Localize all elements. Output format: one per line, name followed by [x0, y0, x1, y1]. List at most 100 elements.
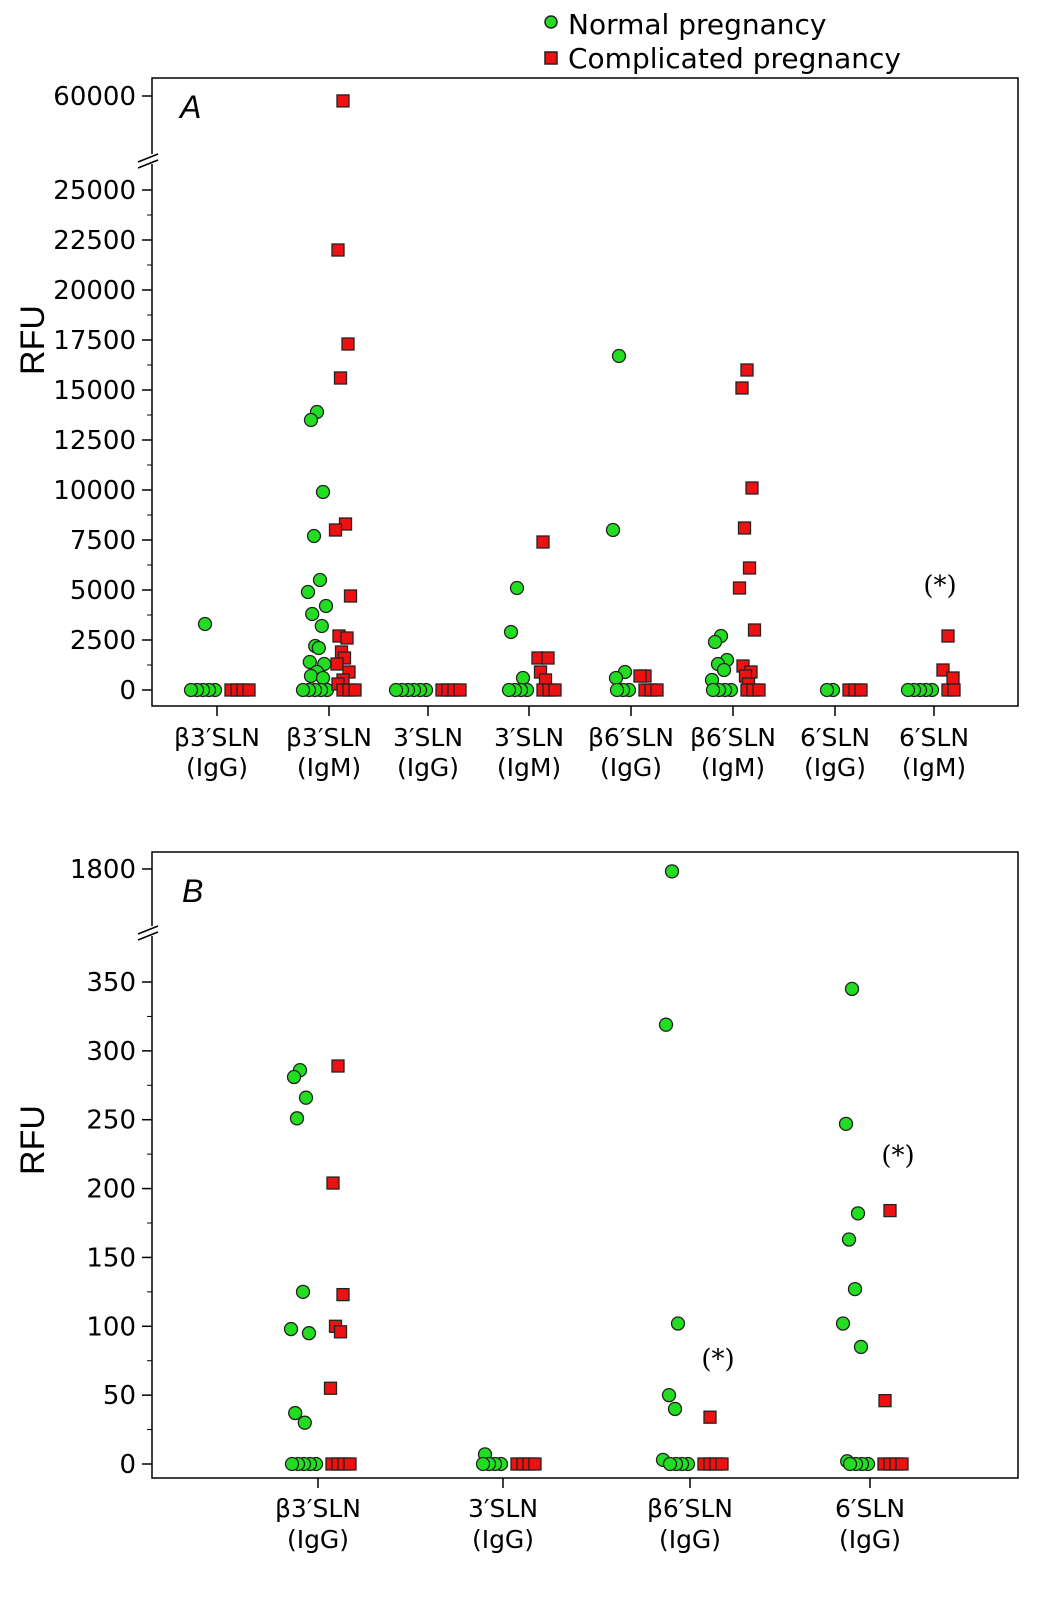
data-point-complicated	[732, 581, 747, 595]
data-point-complicated	[737, 521, 752, 535]
y-tick-label: 60000	[53, 82, 136, 112]
y-tick-label: 0	[119, 1450, 136, 1480]
data-point-complicated	[331, 1059, 345, 1073]
x-category-sublabel: (IgG)	[804, 753, 866, 782]
data-point-normal	[501, 682, 517, 698]
data-point-normal	[900, 682, 916, 698]
data-point-normal	[306, 528, 322, 544]
y-tick-label: 7500	[70, 526, 136, 556]
data-point-normal	[503, 624, 519, 640]
x-category-sublabel: (IgM)	[701, 753, 765, 782]
data-point-normal	[819, 682, 835, 698]
legend: Normal pregnancy Complicated pregnancy	[544, 8, 901, 75]
x-category-sublabel: (IgG)	[839, 1525, 901, 1554]
data-point-complicated	[747, 623, 762, 637]
y-tick-label: 20000	[53, 276, 136, 306]
y-tick-label: 200	[86, 1175, 136, 1205]
y-tick-label: 5000	[70, 576, 136, 606]
legend-complicated-marker	[544, 51, 558, 65]
data-point-normal	[295, 1284, 311, 1300]
data-point-complicated	[854, 683, 868, 697]
x-category-label: β3′SLN	[275, 1494, 361, 1523]
x-category-label: 6′SLN	[899, 723, 969, 752]
data-point-complicated	[941, 629, 955, 643]
data-point-normal	[608, 670, 624, 686]
x-category-label: 6′SLN	[800, 723, 870, 752]
data-point-complicated	[536, 535, 550, 549]
data-point-normal	[661, 1387, 677, 1403]
data-point-complicated	[541, 651, 555, 665]
data-point-normal	[312, 572, 328, 588]
panel-b-label: B	[182, 873, 203, 909]
data-point-complicated	[947, 683, 961, 697]
x-category-sublabel: (IgM)	[297, 753, 361, 782]
panel-a-plot-frame	[151, 77, 1019, 707]
axis-break-mark	[137, 931, 159, 941]
data-point-complicated	[946, 671, 960, 685]
data-point-normal	[303, 668, 319, 684]
data-point-normal	[847, 1281, 863, 1297]
data-point-complicated	[715, 1457, 729, 1471]
panel-b: B RFU 0501001502002503003501800β3′SLN(Ig…	[14, 851, 1019, 1554]
data-point-normal	[705, 682, 721, 698]
axis-break-mark	[137, 925, 159, 935]
legend-complicated-label: Complicated pregnancy	[568, 42, 901, 75]
data-point-normal	[289, 1111, 305, 1126]
y-tick-label: 50	[103, 1381, 136, 1411]
data-point-normal	[318, 598, 334, 614]
data-point-complicated	[331, 243, 345, 257]
x-category-sublabel: (IgM)	[902, 753, 966, 782]
data-point-complicated	[735, 381, 749, 395]
panel-a: A RFU 0 2500 5000 7500 10000 12500 15000 17500 2…	[14, 77, 1019, 782]
data-point-complicated	[328, 523, 343, 537]
data-point-complicated	[878, 1394, 892, 1408]
legend-normal-marker	[544, 15, 558, 29]
data-point-normal	[315, 670, 331, 686]
data-point-normal	[286, 1069, 302, 1085]
data-point-complicated	[336, 1287, 350, 1302]
data-point-normal	[670, 1316, 686, 1331]
data-point-complicated	[341, 337, 355, 351]
data-point-normal	[835, 1316, 851, 1331]
data-point-normal	[303, 412, 319, 428]
data-point-complicated	[348, 683, 362, 697]
data-point-normal	[707, 634, 723, 650]
data-point-normal	[388, 682, 404, 698]
data-point-complicated	[343, 589, 358, 603]
data-point-normal	[284, 1456, 300, 1472]
data-point-normal	[611, 348, 627, 364]
data-point-complicated	[883, 1203, 897, 1218]
data-point-normal	[838, 1116, 854, 1131]
data-point-normal	[302, 654, 317, 670]
legend-normal-label: Normal pregnancy	[568, 8, 827, 41]
axis-break-mark	[137, 159, 159, 169]
panel-a-y-axis-title: RFU	[14, 305, 52, 375]
data-point-complicated	[453, 683, 467, 697]
data-point-normal	[662, 1456, 678, 1472]
data-point-normal	[197, 616, 213, 632]
panel-b-plot-frame	[151, 851, 1019, 1479]
data-point-complicated	[752, 683, 766, 697]
data-point-normal	[311, 640, 326, 656]
x-category-label: 3′SLN	[393, 723, 463, 752]
data-point-normal	[301, 1326, 317, 1341]
x-category-sublabel: (IgG)	[472, 1525, 534, 1554]
x-category-label: 6′SLN	[835, 1494, 905, 1523]
x-category-label: β6′SLN	[690, 723, 776, 752]
data-point-normal	[315, 484, 331, 500]
x-category-sublabel: (IgG)	[186, 753, 248, 782]
data-point-complicated	[330, 657, 344, 671]
data-point-complicated	[633, 669, 647, 683]
data-point-complicated	[336, 94, 350, 108]
y-tick-label: 100	[86, 1312, 136, 1342]
data-point-normal	[716, 662, 732, 678]
data-point-normal	[288, 1405, 303, 1421]
data-point-normal	[183, 682, 199, 698]
data-point-normal	[844, 981, 860, 997]
axis-break-mask	[138, 926, 158, 936]
data-point-normal	[667, 1401, 683, 1417]
data-point-complicated	[323, 1381, 338, 1395]
y-tick-label: 250	[86, 1106, 136, 1136]
data-point-normal	[297, 1415, 312, 1430]
